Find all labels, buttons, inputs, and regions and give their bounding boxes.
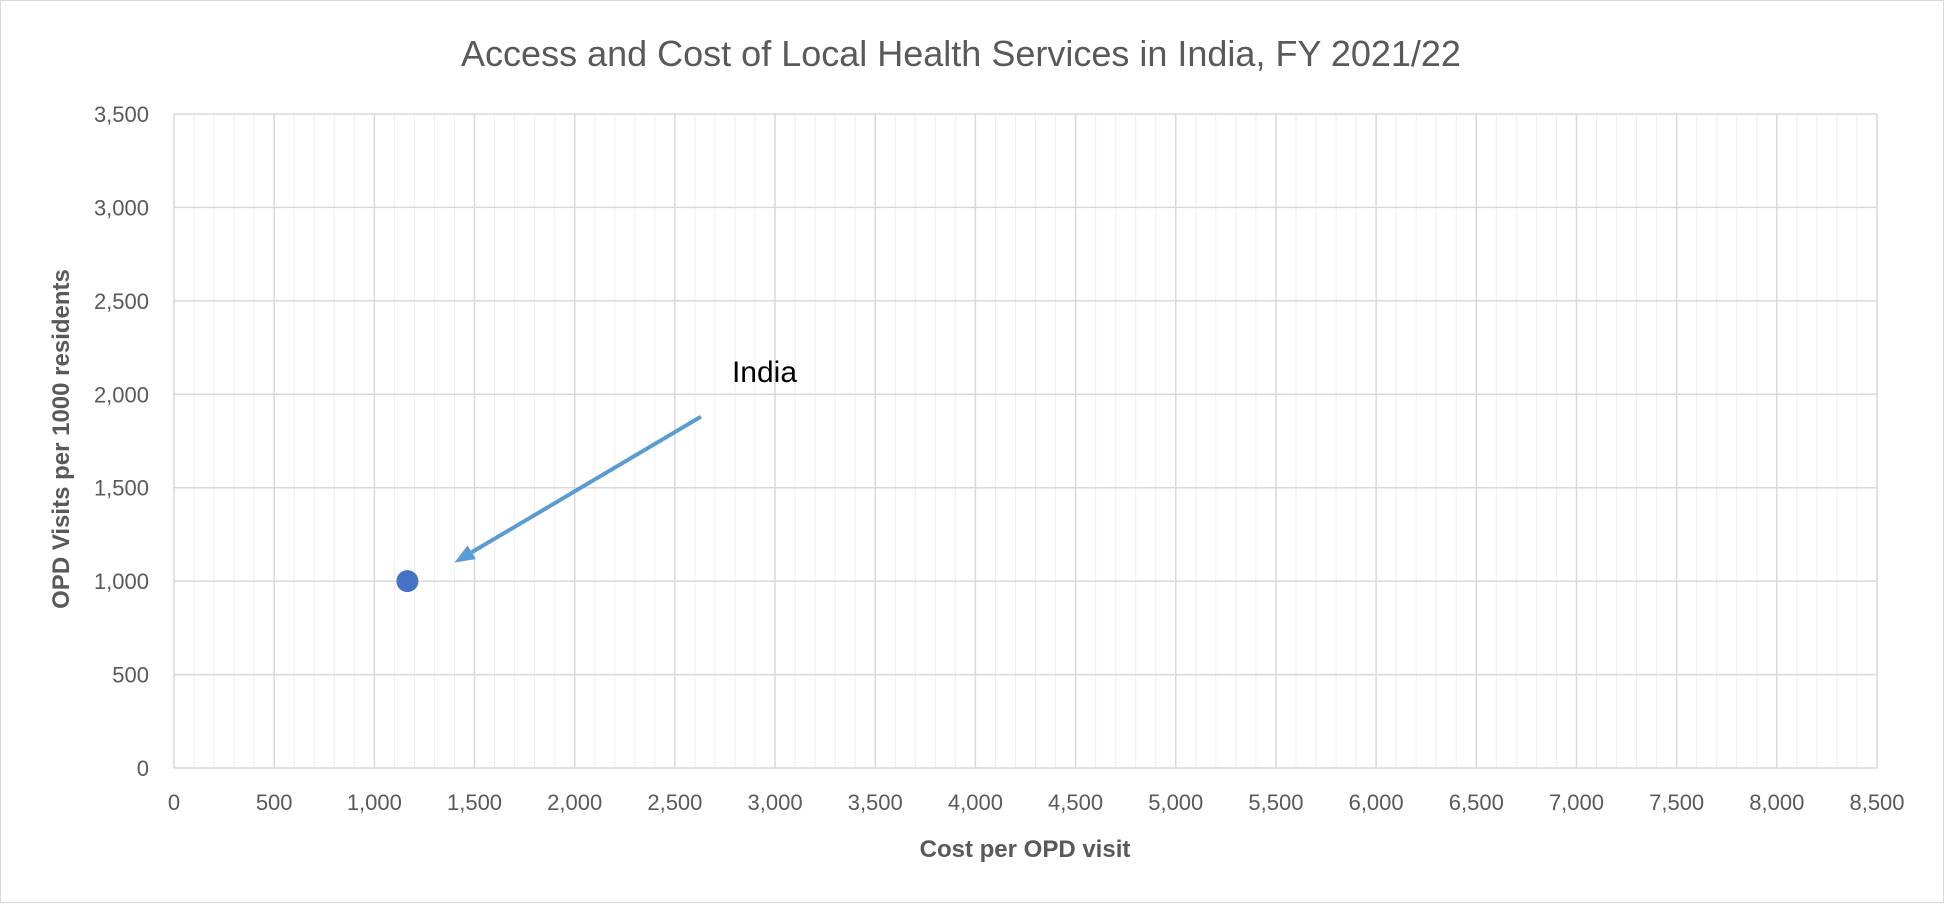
annotations: India (454, 356, 797, 563)
x-tick-label: 2,500 (647, 790, 702, 815)
x-tick-label: 8,000 (1749, 790, 1804, 815)
data-points (396, 570, 419, 593)
major-gridlines (173, 113, 1878, 769)
x-tick-label: 4,000 (948, 790, 1003, 815)
x-tick-label: 1,000 (347, 790, 402, 815)
x-tick-label: 500 (256, 790, 293, 815)
y-tick-label: 3,500 (94, 102, 149, 127)
x-tick-label: 6,500 (1449, 790, 1504, 815)
y-tick-label: 0 (137, 756, 149, 781)
x-tick-label: 5,000 (1148, 790, 1203, 815)
x-tick-label: 7,000 (1549, 790, 1604, 815)
y-axis-title: OPD Visits per 1000 residents (48, 269, 75, 609)
x-tick-label: 1,500 (447, 790, 502, 815)
data-point (396, 570, 419, 593)
y-tick-label: 1,500 (94, 476, 149, 501)
chart-title: Access and Cost of Local Health Services… (461, 33, 1461, 74)
y-tick-label: 3,000 (94, 195, 149, 220)
x-tick-label: 5,500 (1248, 790, 1303, 815)
y-tick-label: 1,000 (94, 569, 149, 594)
x-axis-title: Cost per OPD visit (920, 836, 1131, 863)
y-tick-label: 2,000 (94, 382, 149, 407)
y-tick-label: 2,500 (94, 289, 149, 314)
y-tick-label: 500 (112, 663, 149, 688)
y-axis-tick-labels: 0 500 1,000 1,500 2,000 2,500 3,000 3,500 (94, 102, 149, 781)
x-axis-tick-labels: 0 500 1,000 1,500 2,000 2,500 3,000 3,500 4,000 4… (168, 790, 1905, 815)
x-tick-label: 6,000 (1349, 790, 1404, 815)
x-tick-label: 0 (168, 790, 180, 815)
x-tick-label: 8,500 (1849, 790, 1904, 815)
annotation-label: India (732, 356, 797, 389)
x-tick-label: 3,500 (848, 790, 903, 815)
x-tick-label: 2,000 (547, 790, 602, 815)
minor-gridlines (193, 114, 1858, 768)
annotation-arrow-head (454, 545, 476, 563)
x-tick-label: 7,500 (1649, 790, 1704, 815)
x-tick-label: 4,500 (1048, 790, 1103, 815)
annotation-arrow-line (470, 414, 702, 554)
x-tick-label: 3,000 (748, 790, 803, 815)
